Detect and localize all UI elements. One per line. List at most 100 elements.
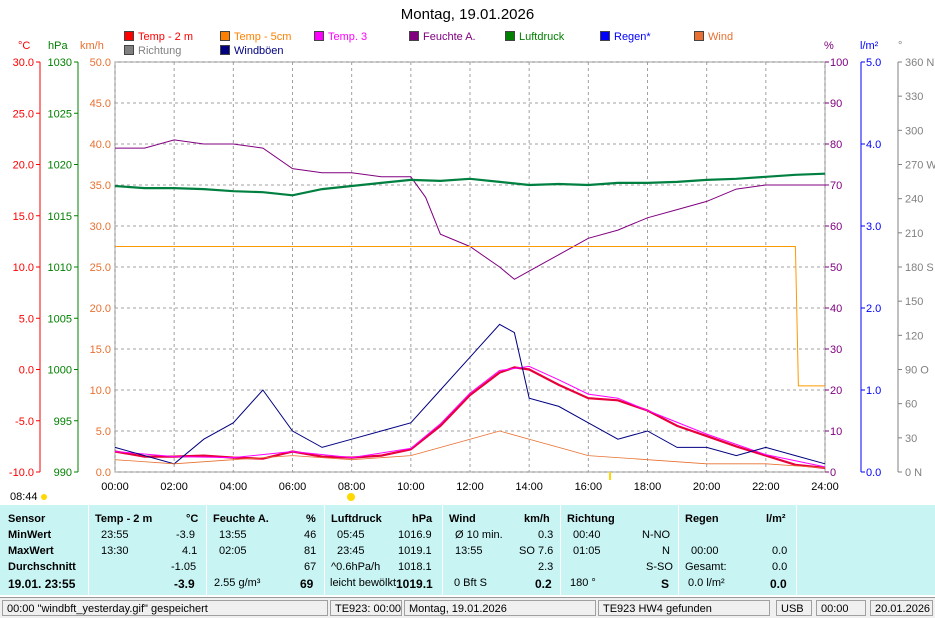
- legend-swatch: [505, 31, 515, 41]
- info-panel: Sensor MinWert MaxWert Durchschnitt 19.0…: [0, 505, 935, 595]
- legend-item: Temp. 3: [314, 31, 367, 43]
- time-tick-label: 20:00: [693, 481, 721, 493]
- wind-tick-label: 0.0: [96, 467, 111, 479]
- series-luftdruck: [114, 172, 826, 197]
- rain-unit: l/m²: [766, 513, 786, 525]
- rain-r2-time: 00:00: [691, 545, 719, 557]
- press-avg-val: 1018.1: [398, 561, 432, 573]
- time-tick-label: 06:00: [279, 481, 307, 493]
- wind-max-val: SO 7.6: [519, 545, 554, 557]
- rain-tick-label: 1.0: [866, 385, 881, 397]
- dir-tick-label: 240: [905, 194, 923, 206]
- rain-header: Regen: [685, 513, 719, 525]
- legend-item: Wind: [694, 31, 733, 43]
- dir-header: Richtung: [567, 513, 615, 525]
- sunrise-icon: [41, 494, 47, 500]
- sensor-header: Sensor: [8, 513, 46, 525]
- dir-r1-time: 00:40: [573, 529, 601, 541]
- unit-temp: °C: [18, 40, 31, 52]
- press-forecast: leicht bewölkt: [330, 577, 396, 589]
- sunrise-time: 08:44: [10, 491, 38, 503]
- time-tick-label: 18:00: [634, 481, 662, 493]
- wind-tick-label: 5.0: [96, 426, 111, 438]
- temp-now-val: -3.9: [174, 577, 195, 591]
- status-message: 00:00 "windbft_yesterday.gif" gespeicher…: [2, 600, 328, 616]
- legend-swatch: [409, 31, 419, 41]
- rain-total-val: 0.0: [772, 561, 788, 573]
- series-regen-: [115, 246, 825, 387]
- legend-label: Regen*: [614, 31, 651, 43]
- divider: [88, 505, 89, 595]
- hum-tick-label: 70: [830, 180, 842, 192]
- unit-hum: %: [824, 40, 834, 52]
- dir-avg-val: S-SO: [646, 561, 673, 573]
- hum-max-time: 02:05: [219, 545, 247, 557]
- chart-canvas: 30.025.020.015.010.05.00.0-5.0-10.010301…: [9, 57, 935, 501]
- rain-now-label: 0.0 l/m²: [688, 577, 725, 589]
- dir-tick-label: 300: [905, 125, 923, 137]
- status-time: 00:00: [816, 600, 866, 616]
- unit-rain: l/m²: [860, 40, 879, 52]
- dir-tick-label: 0 N: [905, 467, 922, 479]
- wind-tick-label: 30.0: [90, 221, 111, 233]
- hum-tick-label: 90: [830, 98, 842, 110]
- wind-tick-label: 45.0: [90, 98, 111, 110]
- temp-tick-label: 0.0: [19, 365, 34, 377]
- hum-unit: %: [306, 513, 316, 525]
- dir-tick-label: 60: [905, 399, 917, 411]
- dir-tick-label: 270 W: [905, 160, 935, 172]
- legend-swatch: [220, 45, 230, 55]
- temp-tick-label: 30.0: [13, 57, 34, 69]
- hum-header: Feuchte A.: [213, 513, 269, 525]
- series-temp-2-m: [114, 366, 826, 469]
- wind-tick-label: 50.0: [90, 57, 111, 69]
- hum-tick-label: 80: [830, 139, 842, 151]
- rain-tick-label: 2.0: [866, 303, 881, 315]
- dir-tick-label: 330: [905, 91, 923, 103]
- weather-chart: 30.0 25.0 20.0 15.0 10.0 5.0 0.0 -5.0 -10.0 1030 1…: [9, 57, 935, 501]
- divider: [796, 505, 797, 595]
- status-device: TE923 HW4 gefunden: [598, 600, 770, 616]
- temp-min-time: 23:55: [101, 529, 129, 541]
- time-tick-label: 16:00: [575, 481, 603, 493]
- status-usb: USB: [776, 600, 812, 616]
- dir-tick-label: 360 N: [905, 57, 934, 69]
- wind-tick-label: 10.0: [90, 385, 111, 397]
- press-unit: hPa: [412, 513, 433, 525]
- series-temp-3: [114, 365, 826, 468]
- series-windb-en: [114, 323, 826, 465]
- wind-max-time: 13:55: [455, 545, 483, 557]
- unit-dir: °: [898, 40, 903, 52]
- legend-label: Temp - 5cm: [234, 31, 292, 43]
- dir-tick-label: 150: [905, 296, 923, 308]
- time-tick-label: 12:00: [456, 481, 484, 493]
- rain-total-label: Gesamt:: [685, 561, 727, 573]
- unit-press: hPa: [48, 40, 68, 52]
- dir-tick-label: 120: [905, 330, 923, 342]
- legend-label: Temp. 3: [328, 31, 368, 43]
- press-tick-label: 1010: [48, 262, 72, 274]
- legend-item: Luftdruck: [505, 31, 564, 43]
- press-tick-label: 1020: [48, 160, 72, 172]
- temp-tick-label: -10.0: [9, 467, 34, 479]
- temp-tick-label: 25.0: [13, 108, 34, 120]
- wind-tick-label: 15.0: [90, 344, 111, 356]
- dir-r2-val: N: [662, 545, 670, 557]
- wind-avg10-val: 0.3: [538, 529, 554, 541]
- legend-item: Feuchte A.: [409, 31, 476, 43]
- divider: [442, 505, 443, 595]
- hum-abs: 2.55 g/m³: [214, 577, 261, 589]
- wind-header: Wind: [449, 513, 476, 525]
- rain-now-val: 0.0: [770, 577, 787, 591]
- temp-max-time: 13:30: [101, 545, 129, 557]
- hum-tick-label: 60: [830, 221, 842, 233]
- hum-tick-label: 100: [830, 57, 848, 69]
- legend-item: Regen*: [600, 31, 651, 43]
- temp-tick-label: 5.0: [19, 313, 34, 325]
- press-max-time: 23:45: [337, 545, 365, 557]
- time-tick-label: 04:00: [220, 481, 248, 493]
- hum-tick-label: 40: [830, 303, 842, 315]
- rain-r2-val: 0.0: [772, 545, 788, 557]
- press-header: Luftdruck: [331, 513, 382, 525]
- legend-label: Feuchte A.: [423, 31, 476, 43]
